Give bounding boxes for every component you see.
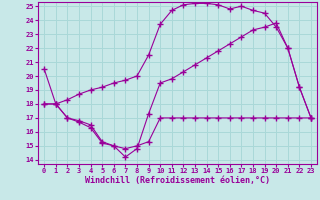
X-axis label: Windchill (Refroidissement éolien,°C): Windchill (Refroidissement éolien,°C) (85, 176, 270, 185)
